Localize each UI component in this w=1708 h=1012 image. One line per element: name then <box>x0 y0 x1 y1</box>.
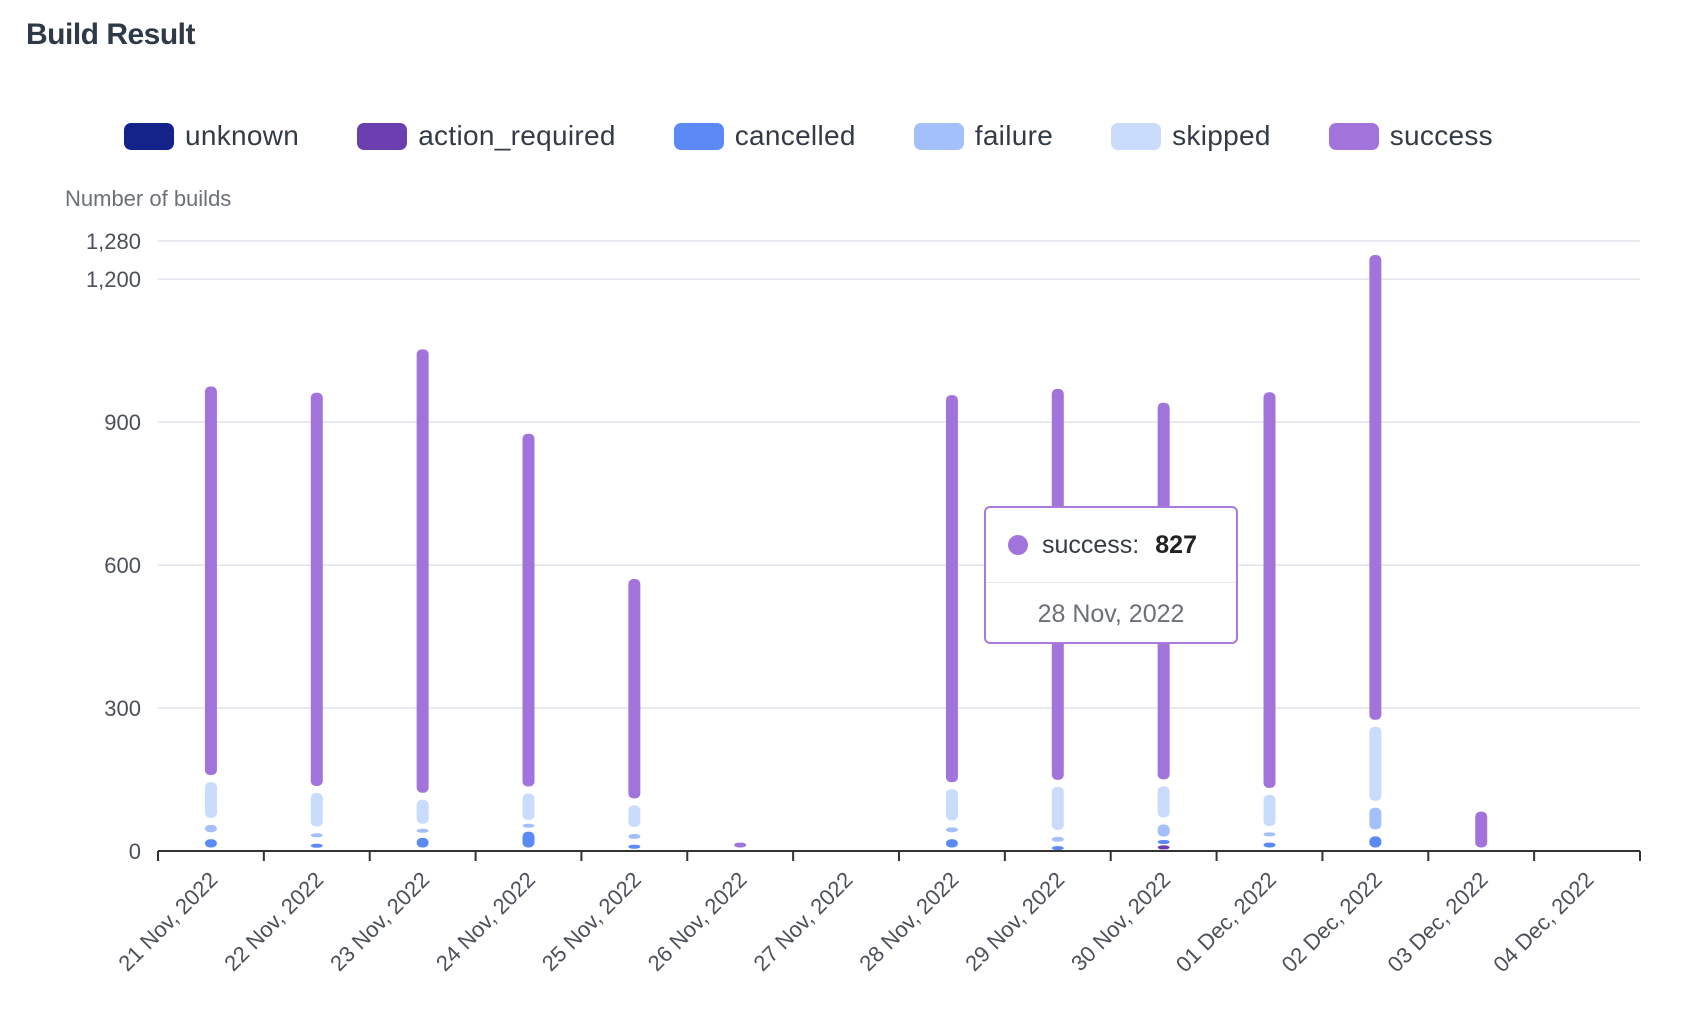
bar-success <box>204 386 217 776</box>
bar-cancelled <box>522 831 535 848</box>
legend-label: success <box>1389 120 1493 151</box>
chart-tooltip: success: 827 28 Nov, 2022 <box>984 506 1238 644</box>
legend-item-skipped[interactable]: skipped <box>1111 120 1271 152</box>
bar-success <box>416 349 429 793</box>
chart-title: Build Result <box>26 18 196 51</box>
bar-skipped <box>1369 726 1382 801</box>
bar-failure <box>628 834 641 839</box>
bar-success <box>628 579 641 799</box>
legend-swatch <box>913 122 964 150</box>
bar-success <box>522 433 535 787</box>
bar-success <box>1475 811 1488 848</box>
x-tick-label: 22 Nov, 2022 <box>219 867 328 976</box>
bar-success <box>310 392 323 787</box>
bar-skipped <box>522 793 535 820</box>
bars <box>204 254 1488 851</box>
y-tick-label: 1,280 <box>86 229 141 254</box>
legend-item-failure[interactable]: failure <box>913 120 1054 152</box>
bar-failure <box>1157 824 1170 837</box>
legend-item-success[interactable]: success <box>1328 120 1493 152</box>
legend-label: skipped <box>1172 120 1271 151</box>
bar-cancelled <box>1051 846 1064 851</box>
tooltip-value: 827 <box>1155 530 1197 559</box>
y-tick-label: 300 <box>104 696 141 721</box>
bar-cancelled <box>1263 842 1276 848</box>
y-axis-title: Number of builds <box>65 186 231 211</box>
legend-swatch <box>1111 122 1162 150</box>
bar-skipped <box>416 799 429 824</box>
legend-item-cancelled[interactable]: cancelled <box>673 120 856 152</box>
tooltip-series-label: success: <box>1042 530 1140 559</box>
bar-skipped <box>204 782 217 818</box>
bar-failure <box>945 827 958 833</box>
bar-failure <box>204 824 217 833</box>
legend-swatch <box>673 122 724 150</box>
bar-failure <box>1263 832 1276 837</box>
x-tick-label: 02 Dec, 2022 <box>1277 867 1387 977</box>
bar-success <box>734 842 747 848</box>
y-tick-label: 0 <box>129 839 141 864</box>
bar-cancelled <box>416 837 429 848</box>
legend-label: action_required <box>418 120 616 151</box>
bar-cancelled <box>628 844 641 849</box>
x-tick-label: 26 Nov, 2022 <box>643 867 752 976</box>
tooltip-date: 28 Nov, 2022 <box>1037 599 1185 628</box>
x-tick-label: 23 Nov, 2022 <box>325 867 434 976</box>
gridlines <box>158 240 1640 709</box>
bar-cancelled <box>1157 839 1170 844</box>
bar-failure <box>416 828 429 833</box>
bar-skipped <box>1157 786 1170 818</box>
x-tick-label: 04 Dec, 2022 <box>1488 867 1598 977</box>
bar-success <box>945 395 958 783</box>
bar-cancelled <box>1369 836 1382 848</box>
x-tick-label: 03 Dec, 2022 <box>1383 867 1493 977</box>
legend-label: unknown <box>185 120 300 151</box>
bar-cancelled <box>310 843 323 848</box>
y-tick-label: 1,200 <box>86 267 141 292</box>
bar-action-required <box>1157 845 1170 850</box>
x-tick-label: 21 Nov, 2022 <box>113 867 222 976</box>
y-tick-label: 600 <box>104 553 141 578</box>
bar-skipped <box>1263 794 1276 827</box>
bar-failure <box>522 823 535 828</box>
bar-skipped <box>945 789 958 821</box>
bar-skipped <box>628 805 641 828</box>
x-tick-label: 27 Nov, 2022 <box>749 867 858 976</box>
x-tick-label: 28 Nov, 2022 <box>854 867 963 976</box>
legend-swatch <box>124 122 174 150</box>
y-tick-label: 900 <box>104 410 141 435</box>
tooltip-series-dot <box>1008 535 1028 555</box>
legend-item-unknown[interactable]: unknown <box>124 120 299 152</box>
bar-cancelled <box>204 839 217 848</box>
bar-success <box>1369 254 1382 720</box>
chart-legend: unknown action_required cancelled failure sk… <box>124 118 1551 154</box>
x-tick-label: 29 Nov, 2022 <box>960 867 1069 976</box>
bar-skipped <box>310 793 323 827</box>
legend-swatch <box>1328 122 1379 150</box>
x-tick-label: 30 Nov, 2022 <box>1066 867 1175 976</box>
bar-failure <box>310 833 323 838</box>
bar-skipped <box>1051 786 1064 830</box>
legend-label: cancelled <box>734 120 856 151</box>
x-tick-label: 24 Nov, 2022 <box>431 867 540 976</box>
bar-failure <box>1369 807 1382 830</box>
x-tick-label: 01 Dec, 2022 <box>1171 867 1281 977</box>
legend-label: failure <box>974 120 1054 151</box>
y-axis-ticks: 0 300 600 900 1,200 1,280 <box>86 229 141 864</box>
bar-failure <box>1051 836 1064 842</box>
legend-swatch <box>357 122 408 150</box>
bar-cancelled <box>945 839 958 848</box>
bar-success <box>1263 392 1276 788</box>
x-tick-label: 25 Nov, 2022 <box>537 867 646 976</box>
legend-item-action-required[interactable]: action_required <box>357 120 616 152</box>
